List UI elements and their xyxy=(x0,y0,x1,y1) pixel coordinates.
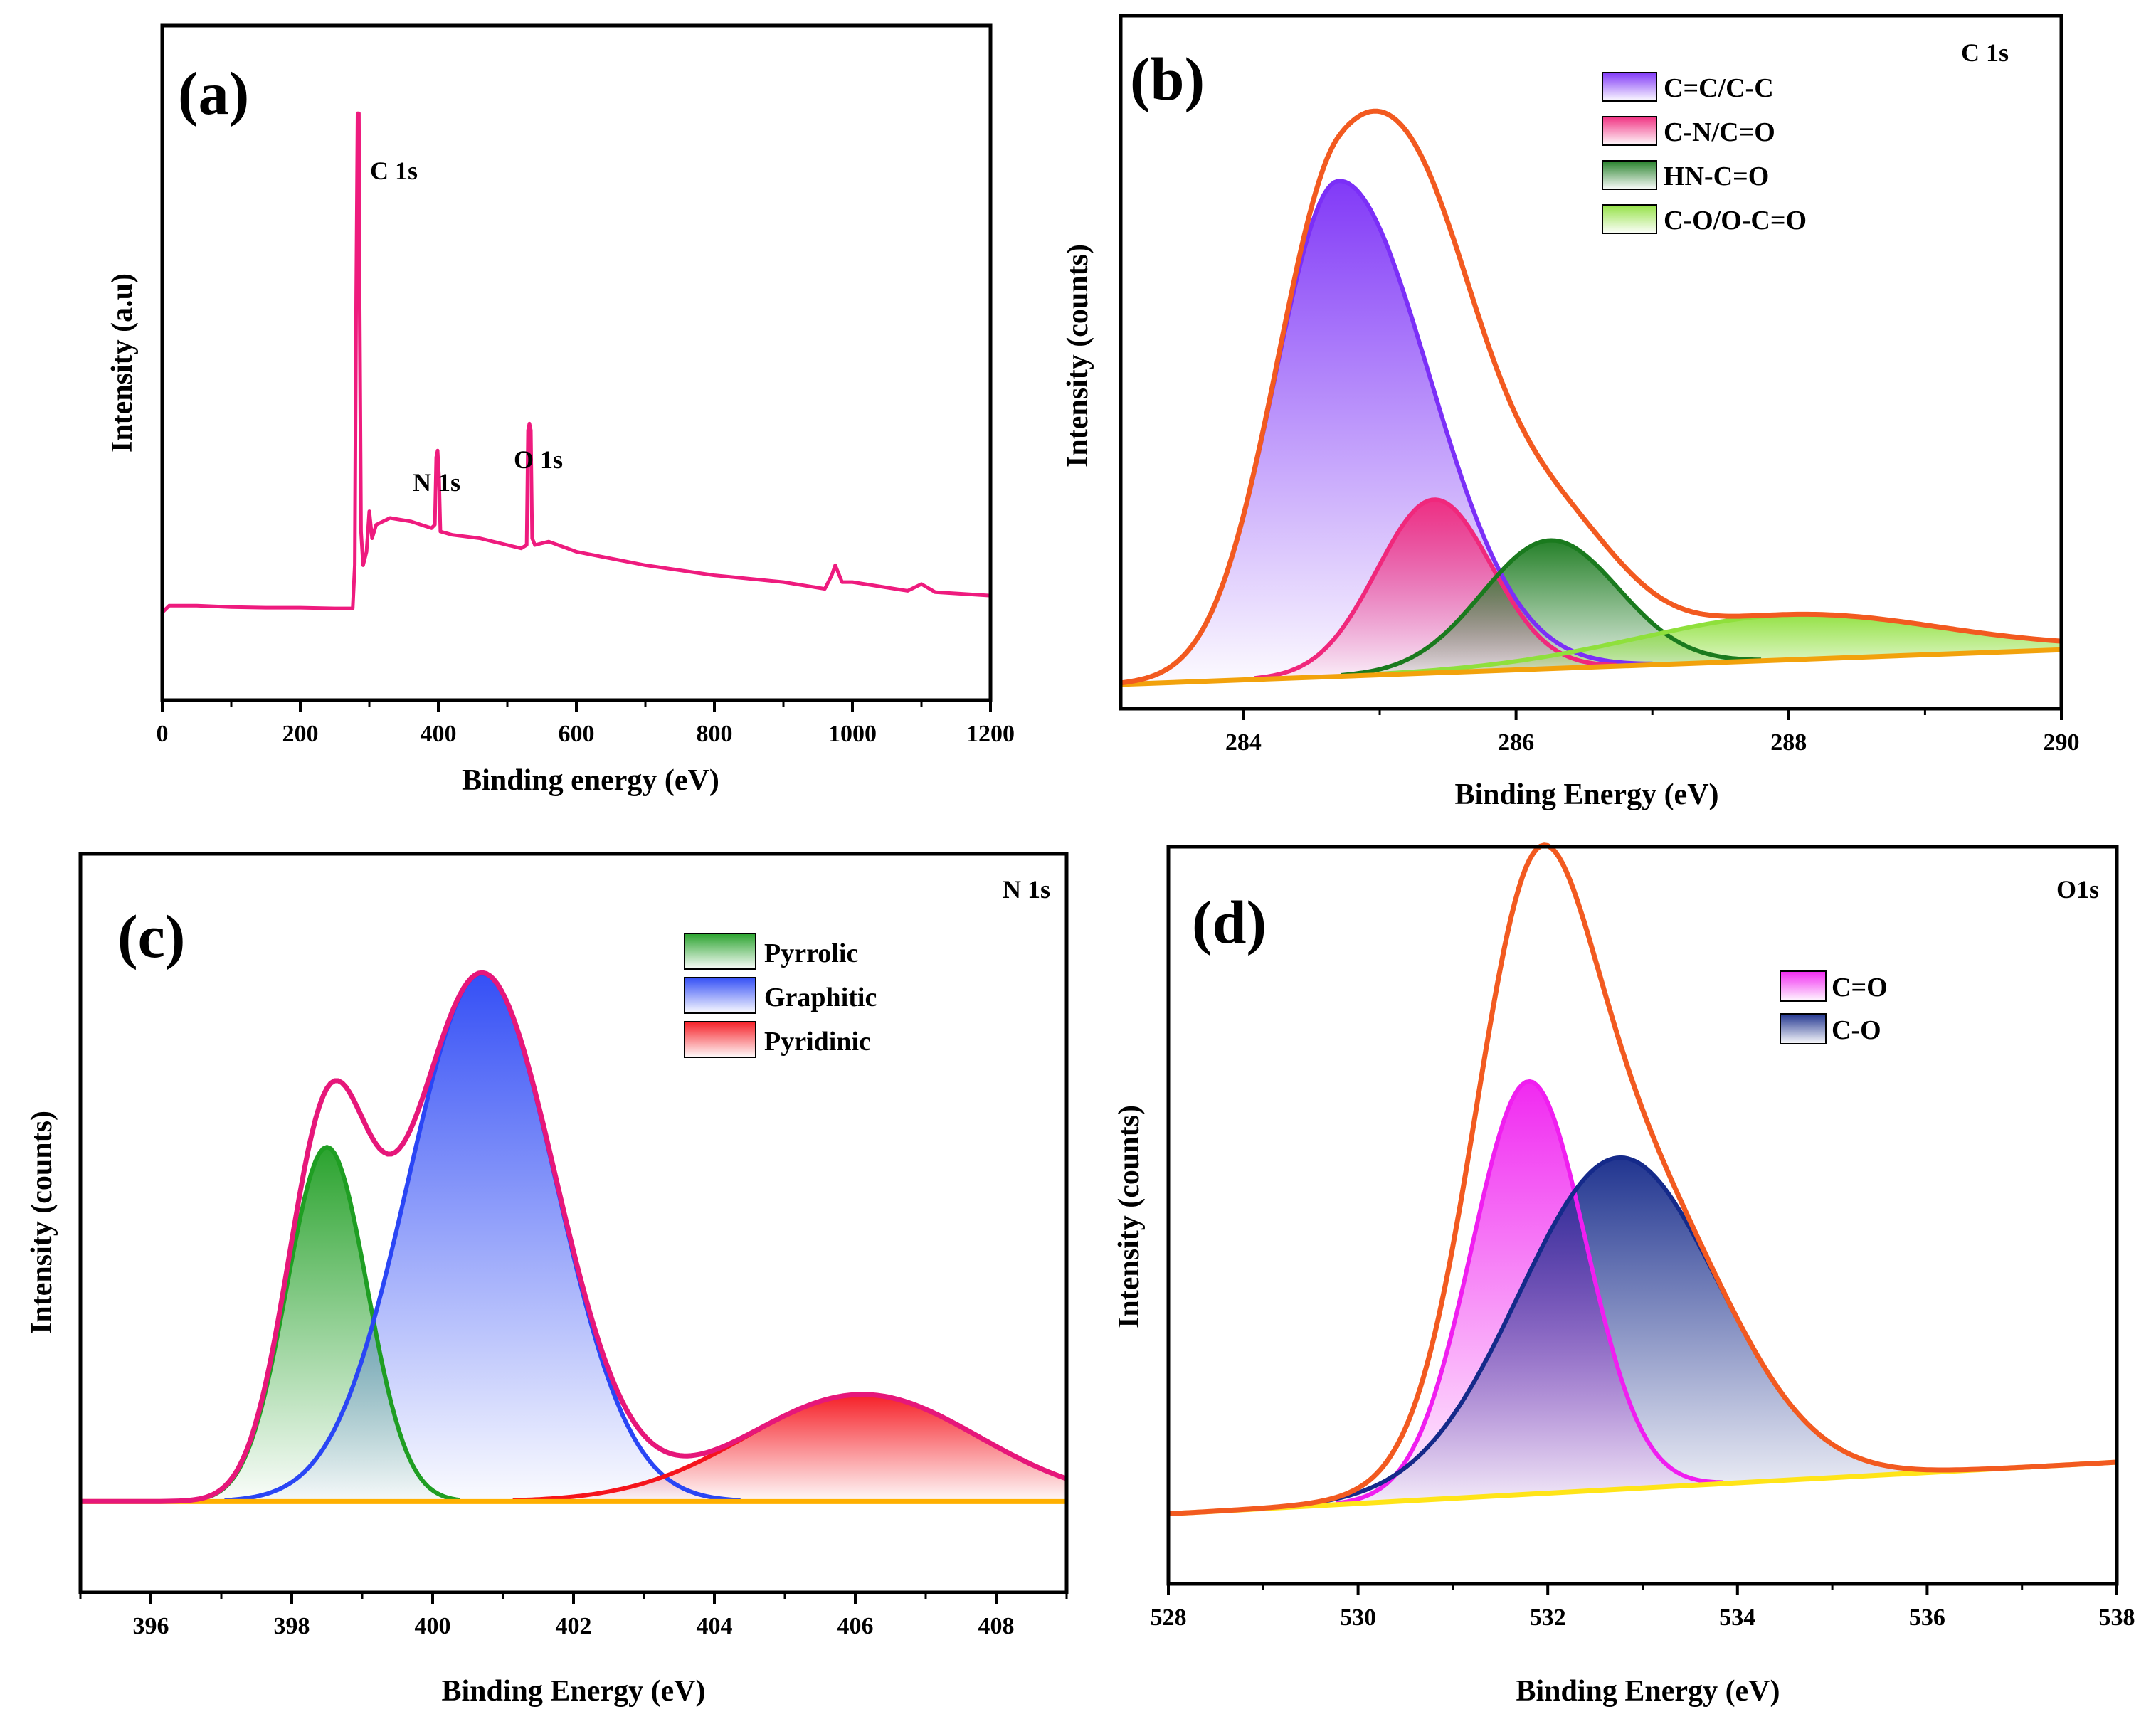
panel-a-x-tick-label: 600 xyxy=(559,721,595,747)
panel-b-x-tick-label: 286 xyxy=(1498,729,1534,756)
panel-c-legend-label-pyridinic: Pyridinic xyxy=(764,1027,871,1057)
panel-b-x-axis-title: Binding Energy (eV) xyxy=(1454,778,1718,811)
panel-b-ticks: 284 286 288 290 xyxy=(1225,709,2080,756)
panel-a-peak-label-n1s: N 1s xyxy=(413,468,460,497)
panel-b-legend-swatch-hn-co xyxy=(1602,160,1657,190)
panel-a-x-tick-label: 1200 xyxy=(966,721,1015,747)
panel-c-corner-label: N 1s xyxy=(1003,875,1050,904)
panel-b-x-tick-label: 288 xyxy=(1770,729,1807,756)
panel-b-component-line-2 xyxy=(1341,538,1762,677)
panel-b-frame xyxy=(1119,14,2063,711)
panel-a-survey-spectrum: 0 200 400 600 800 1000 1200 (a) C 1s N 1s O 1s… xyxy=(106,23,1015,797)
panel-a-x-tick-label: 400 xyxy=(421,721,457,747)
panel-c-legend-swatch-pyridinic xyxy=(684,1021,756,1058)
panel-b-component-fill-2 xyxy=(1121,540,2061,684)
panel-d-legend: C=O C-O xyxy=(1780,970,1888,1045)
panel-c-legend: Pyrrolic Graphitic Pyridinic xyxy=(684,933,877,1058)
panel-c-component-fill-1 xyxy=(80,973,1067,1502)
panel-c-x-tick-label: 400 xyxy=(415,1613,451,1639)
panel-d-legend-label-c-o-single: C-O xyxy=(1832,1015,1881,1045)
panel-a-peak-label-c1s: C 1s xyxy=(370,157,418,185)
panel-b-component-fill-1 xyxy=(1121,499,2061,684)
panel-b-legend-swatch-c-o xyxy=(1602,204,1657,234)
panel-b-legend-swatch-c-n xyxy=(1602,116,1657,146)
panel-d-component-fill-1 xyxy=(1168,1157,2117,1514)
panel-c-legend-swatch-pyrrolic xyxy=(684,933,756,970)
panel-c-x-tick-label: 406 xyxy=(837,1613,874,1639)
panel-a-ticks: 0 200 400 600 800 1000 1200 xyxy=(157,700,1015,747)
panel-c-x-tick-label: 398 xyxy=(274,1613,310,1639)
panel-a-data-layer xyxy=(161,111,991,614)
panel-c-component-fill-0 xyxy=(80,1147,1067,1502)
panel-c-envelope-line xyxy=(80,970,1068,1504)
panel-a-frame xyxy=(160,23,993,702)
panel-c-x-tick-label: 402 xyxy=(556,1613,592,1639)
panel-d-envelope-line xyxy=(1168,842,2118,1517)
panel-d-x-tick-label: 530 xyxy=(1340,1604,1376,1631)
panel-d-x-tick-label: 534 xyxy=(1719,1604,1755,1631)
panel-a-x-tick-label: 0 xyxy=(157,721,169,747)
panel-b-x-tick-label: 290 xyxy=(2044,729,2080,756)
panel-b-baseline xyxy=(1120,647,2062,687)
panel-a-survey-line xyxy=(161,111,991,614)
panel-c-letter: (c) xyxy=(117,902,185,970)
panel-c-legend-swatch-graphitic xyxy=(684,977,756,1014)
panel-a-x-tick-label: 1000 xyxy=(828,721,877,747)
panel-d-x-tick-label: 538 xyxy=(2099,1604,2135,1631)
panel-d-x-tick-label: 536 xyxy=(1909,1604,1945,1631)
panel-b-envelope-line xyxy=(1120,108,2062,686)
panel-b-legend: C=C/C-C C-N/C=O HN-C=O C-O/O-C=O xyxy=(1602,72,1807,236)
panel-a-x-axis-title: Binding energy (eV) xyxy=(462,764,719,797)
panel-c-component-fill-2 xyxy=(80,1394,1067,1502)
panel-a-letter: (a) xyxy=(178,59,249,127)
panel-a-y-axis-title: Intensity (a.u) xyxy=(106,273,139,453)
panel-d-corner-label: O1s xyxy=(2056,875,2099,904)
panel-c-legend-label-pyrrolic: Pyrrolic xyxy=(764,938,858,968)
panel-b-legend-label-c-c: C=C/C-C xyxy=(1664,73,1774,103)
panel-b-corner-label: C 1s xyxy=(1961,38,2009,67)
panel-b-c1s-spectrum: 284 286 288 290 (b) C 1s C=C/C-C C-N/C=O HN… xyxy=(1062,14,2080,811)
panel-c-ticks: 396 398 400 402 404 406 408 xyxy=(79,1592,1068,1639)
panel-d-letter: (d) xyxy=(1192,888,1267,956)
panel-d-y-axis-title: Intensity (counts) xyxy=(1113,1105,1146,1328)
panel-b-legend-label-hn-co: HN-C=O xyxy=(1664,162,1769,191)
panel-d-x-axis-title: Binding Energy (eV) xyxy=(1516,1675,1780,1708)
panel-d-data-layer xyxy=(1168,842,2118,1517)
panel-d-component-line-0 xyxy=(1336,1079,1723,1506)
panel-c-data-layer xyxy=(80,970,1068,1504)
panel-c-y-axis-title: Intensity (counts) xyxy=(26,1111,58,1334)
panel-d-legend-swatch-c-o-double xyxy=(1780,970,1827,1002)
panel-d-ticks: 528 530 532 534 536 538 xyxy=(1151,1584,2135,1631)
panel-b-legend-label-c-n: C-N/C=O xyxy=(1664,117,1775,147)
panel-d-legend-swatch-c-o-single xyxy=(1780,1013,1827,1044)
panel-b-x-tick-label: 284 xyxy=(1225,729,1262,756)
panel-b-legend-label-c-o: C-O/O-C=O xyxy=(1664,206,1807,236)
panel-c-n1s-spectrum: 396 398 400 402 404 406 408 (c) N 1s Pyrrolic … xyxy=(26,852,1069,1708)
panel-b-data-layer xyxy=(1120,108,2062,687)
panel-b-component-fill-0 xyxy=(1121,181,2061,684)
panel-d-x-tick-label: 528 xyxy=(1151,1604,1187,1631)
panel-c-legend-label-graphitic: Graphitic xyxy=(764,983,877,1012)
panel-c-x-axis-title: Binding Energy (eV) xyxy=(441,1675,705,1708)
panel-c-x-tick-label: 404 xyxy=(697,1613,733,1639)
panel-b-legend-swatch-c-c xyxy=(1602,72,1657,102)
panel-b-component-line-1 xyxy=(1254,497,1617,681)
panel-a-x-tick-label: 800 xyxy=(697,721,733,747)
panel-c-x-tick-label: 408 xyxy=(978,1613,1015,1639)
panel-c-x-tick-label: 396 xyxy=(133,1613,169,1639)
panel-b-y-axis-title: Intensity (counts) xyxy=(1062,244,1094,467)
panel-d-o1s-spectrum: 528 530 532 534 536 538 (d) O1s C=O C-O Bindi… xyxy=(1113,842,2135,1708)
panel-a-peak-label-o1s: O 1s xyxy=(514,445,563,474)
panel-d-legend-label-c-o-double: C=O xyxy=(1832,973,1888,1003)
panel-b-letter: (b) xyxy=(1130,45,1205,113)
panel-a-x-tick-label: 200 xyxy=(282,721,319,747)
panel-d-x-tick-label: 532 xyxy=(1530,1604,1566,1631)
